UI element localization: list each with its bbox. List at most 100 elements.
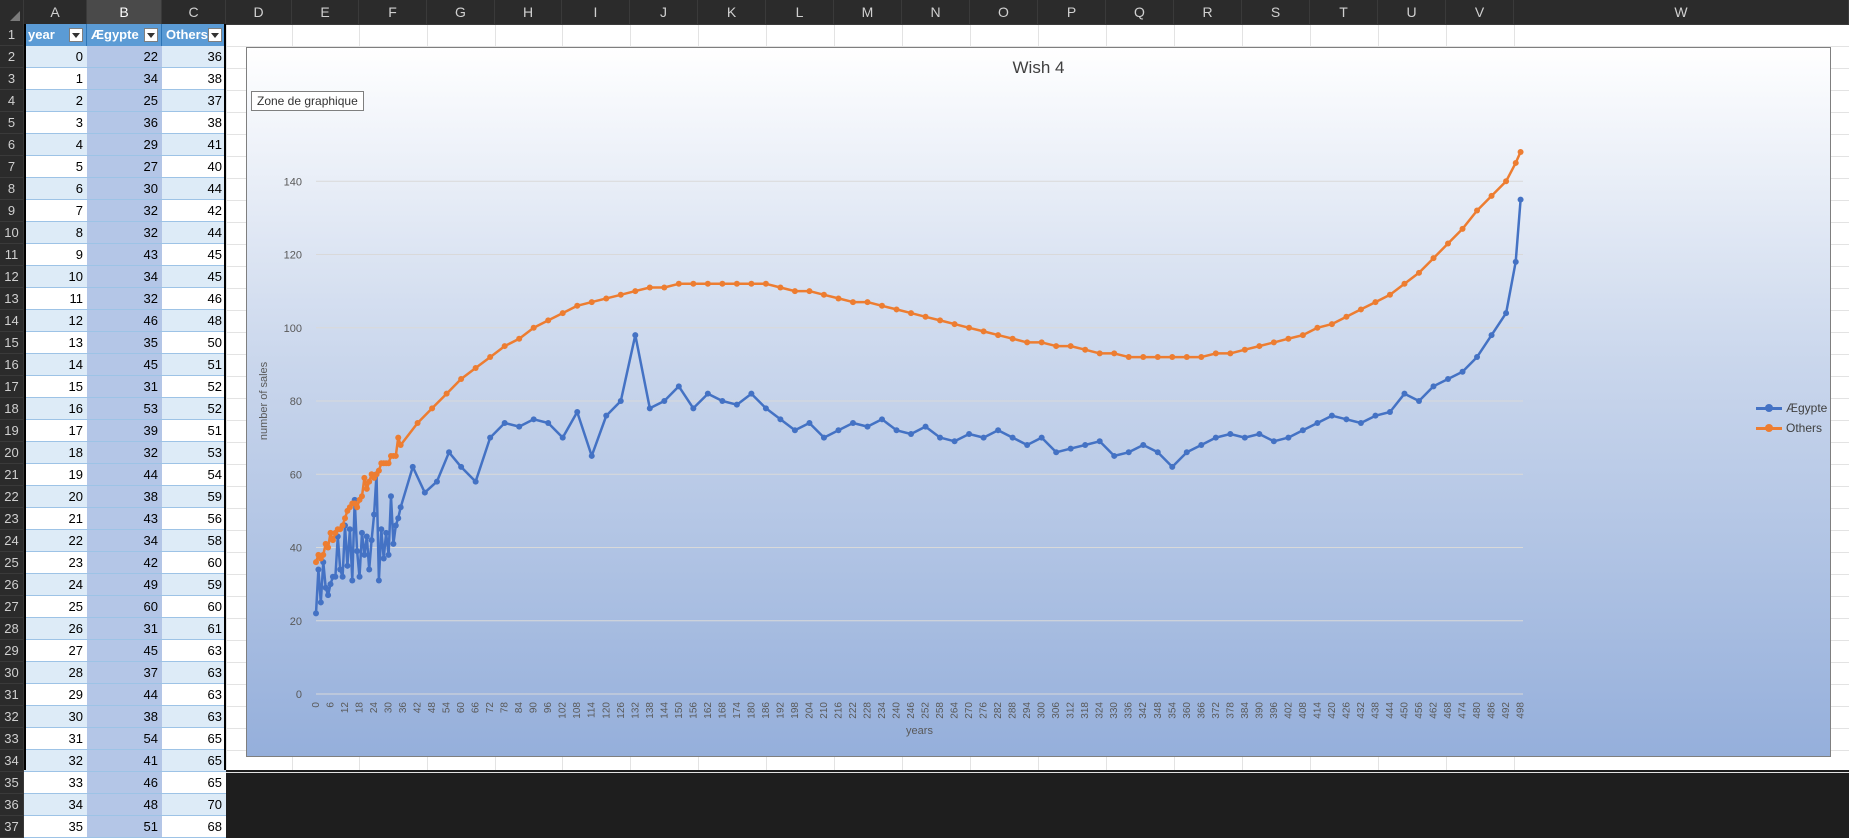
table-cell[interactable]: 22 bbox=[24, 530, 87, 552]
row-header-24[interactable]: 24 bbox=[0, 530, 24, 552]
table-cell[interactable]: 51 bbox=[162, 420, 226, 442]
table-cell[interactable]: 11 bbox=[24, 288, 87, 310]
table-cell[interactable]: 65 bbox=[162, 772, 226, 794]
row-header-36[interactable]: 36 bbox=[0, 794, 24, 816]
select-all-corner[interactable] bbox=[0, 0, 24, 24]
row-header-37[interactable]: 37 bbox=[0, 816, 24, 838]
table-cell[interactable]: 60 bbox=[87, 596, 162, 618]
row-header-17[interactable]: 17 bbox=[0, 376, 24, 398]
filter-dropdown-icon[interactable] bbox=[208, 28, 222, 42]
table-cell[interactable]: 40 bbox=[162, 156, 226, 178]
table-cell[interactable]: 54 bbox=[87, 728, 162, 750]
column-header-K[interactable]: K bbox=[698, 0, 766, 24]
table-cell[interactable]: 41 bbox=[162, 134, 226, 156]
chart-title[interactable]: Wish 4 bbox=[1012, 58, 1065, 77]
table-cell[interactable]: 8 bbox=[24, 222, 87, 244]
table-cell[interactable]: 50 bbox=[162, 332, 226, 354]
column-header-W[interactable]: W bbox=[1514, 0, 1849, 24]
table-cell[interactable]: 5 bbox=[24, 156, 87, 178]
row-header-12[interactable]: 12 bbox=[0, 266, 24, 288]
row-header-15[interactable]: 15 bbox=[0, 332, 24, 354]
table-cell[interactable]: 17 bbox=[24, 420, 87, 442]
table-cell[interactable]: 30 bbox=[87, 178, 162, 200]
row-header-10[interactable]: 10 bbox=[0, 222, 24, 244]
column-header-L[interactable]: L bbox=[766, 0, 834, 24]
row-header-4[interactable]: 4 bbox=[0, 90, 24, 112]
row-header-18[interactable]: 18 bbox=[0, 398, 24, 420]
table-cell[interactable]: 46 bbox=[87, 772, 162, 794]
table-cell[interactable]: 63 bbox=[162, 662, 226, 684]
row-header-32[interactable]: 32 bbox=[0, 706, 24, 728]
table-cell[interactable]: 42 bbox=[162, 200, 226, 222]
column-header-H[interactable]: H bbox=[495, 0, 562, 24]
table-cell[interactable]: 31 bbox=[24, 728, 87, 750]
column-header-R[interactable]: R bbox=[1174, 0, 1242, 24]
table-cell[interactable]: 33 bbox=[24, 772, 87, 794]
table-cell[interactable]: 28 bbox=[24, 662, 87, 684]
table-cell[interactable]: 32 bbox=[87, 288, 162, 310]
table-cell[interactable]: 63 bbox=[162, 706, 226, 728]
table-cell[interactable]: 25 bbox=[24, 596, 87, 618]
row-header-26[interactable]: 26 bbox=[0, 574, 24, 596]
column-header-F[interactable]: F bbox=[359, 0, 427, 24]
table-cell[interactable]: 45 bbox=[87, 354, 162, 376]
row-header-25[interactable]: 25 bbox=[0, 552, 24, 574]
row-header-23[interactable]: 23 bbox=[0, 508, 24, 530]
table-cell[interactable]: 43 bbox=[87, 244, 162, 266]
table-cell[interactable]: 32 bbox=[87, 442, 162, 464]
table-cell[interactable]: 53 bbox=[162, 442, 226, 464]
table-cell[interactable]: 9 bbox=[24, 244, 87, 266]
table-cell[interactable]: 21 bbox=[24, 508, 87, 530]
row-header-27[interactable]: 27 bbox=[0, 596, 24, 618]
table-cell[interactable]: 39 bbox=[87, 420, 162, 442]
row-header-5[interactable]: 5 bbox=[0, 112, 24, 134]
column-header-N[interactable]: N bbox=[902, 0, 970, 24]
table-cell[interactable]: 49 bbox=[87, 574, 162, 596]
table-cell[interactable]: 65 bbox=[162, 728, 226, 750]
row-header-35[interactable]: 35 bbox=[0, 772, 24, 794]
column-header-C[interactable]: C bbox=[162, 0, 226, 24]
row-header-21[interactable]: 21 bbox=[0, 464, 24, 486]
table-cell[interactable]: 51 bbox=[87, 816, 162, 838]
table-cell[interactable]: 32 bbox=[24, 750, 87, 772]
row-header-33[interactable]: 33 bbox=[0, 728, 24, 750]
table-cell[interactable]: 38 bbox=[87, 706, 162, 728]
table-cell[interactable]: 36 bbox=[87, 112, 162, 134]
table-cell[interactable]: 30 bbox=[24, 706, 87, 728]
table-cell[interactable]: 38 bbox=[87, 486, 162, 508]
table-cell[interactable]: 13 bbox=[24, 332, 87, 354]
table-cell[interactable]: 29 bbox=[24, 684, 87, 706]
row-header-16[interactable]: 16 bbox=[0, 354, 24, 376]
table-cell[interactable]: 27 bbox=[87, 156, 162, 178]
table-cell[interactable]: 4 bbox=[24, 134, 87, 156]
column-header-V[interactable]: V bbox=[1446, 0, 1514, 24]
row-header-6[interactable]: 6 bbox=[0, 134, 24, 156]
table-cell[interactable]: 6 bbox=[24, 178, 87, 200]
table-cell[interactable]: 12 bbox=[24, 310, 87, 332]
column-header-U[interactable]: U bbox=[1378, 0, 1446, 24]
table-cell[interactable]: 35 bbox=[24, 816, 87, 838]
table-cell[interactable]: 37 bbox=[162, 90, 226, 112]
row-header-1[interactable]: 1 bbox=[0, 24, 24, 46]
table-cell[interactable]: 25 bbox=[87, 90, 162, 112]
column-header-M[interactable]: M bbox=[834, 0, 902, 24]
table-cell[interactable]: 34 bbox=[87, 266, 162, 288]
column-header-Q[interactable]: Q bbox=[1106, 0, 1174, 24]
row-header-31[interactable]: 31 bbox=[0, 684, 24, 706]
table-cell[interactable]: 61 bbox=[162, 618, 226, 640]
column-header-T[interactable]: T bbox=[1310, 0, 1378, 24]
table-cell[interactable]: 46 bbox=[162, 288, 226, 310]
table-cell[interactable]: 31 bbox=[87, 618, 162, 640]
row-header-7[interactable]: 7 bbox=[0, 156, 24, 178]
table-cell[interactable]: 63 bbox=[162, 640, 226, 662]
table-cell[interactable]: 10 bbox=[24, 266, 87, 288]
table-cell[interactable]: 59 bbox=[162, 486, 226, 508]
table-cell[interactable]: 44 bbox=[87, 684, 162, 706]
table-cell[interactable]: 60 bbox=[162, 596, 226, 618]
table-cell[interactable]: 32 bbox=[87, 200, 162, 222]
table-cell[interactable]: 14 bbox=[24, 354, 87, 376]
table-cell[interactable]: 24 bbox=[24, 574, 87, 596]
column-header-S[interactable]: S bbox=[1242, 0, 1310, 24]
table-cell[interactable]: 38 bbox=[162, 112, 226, 134]
filter-dropdown-icon[interactable] bbox=[69, 28, 83, 42]
